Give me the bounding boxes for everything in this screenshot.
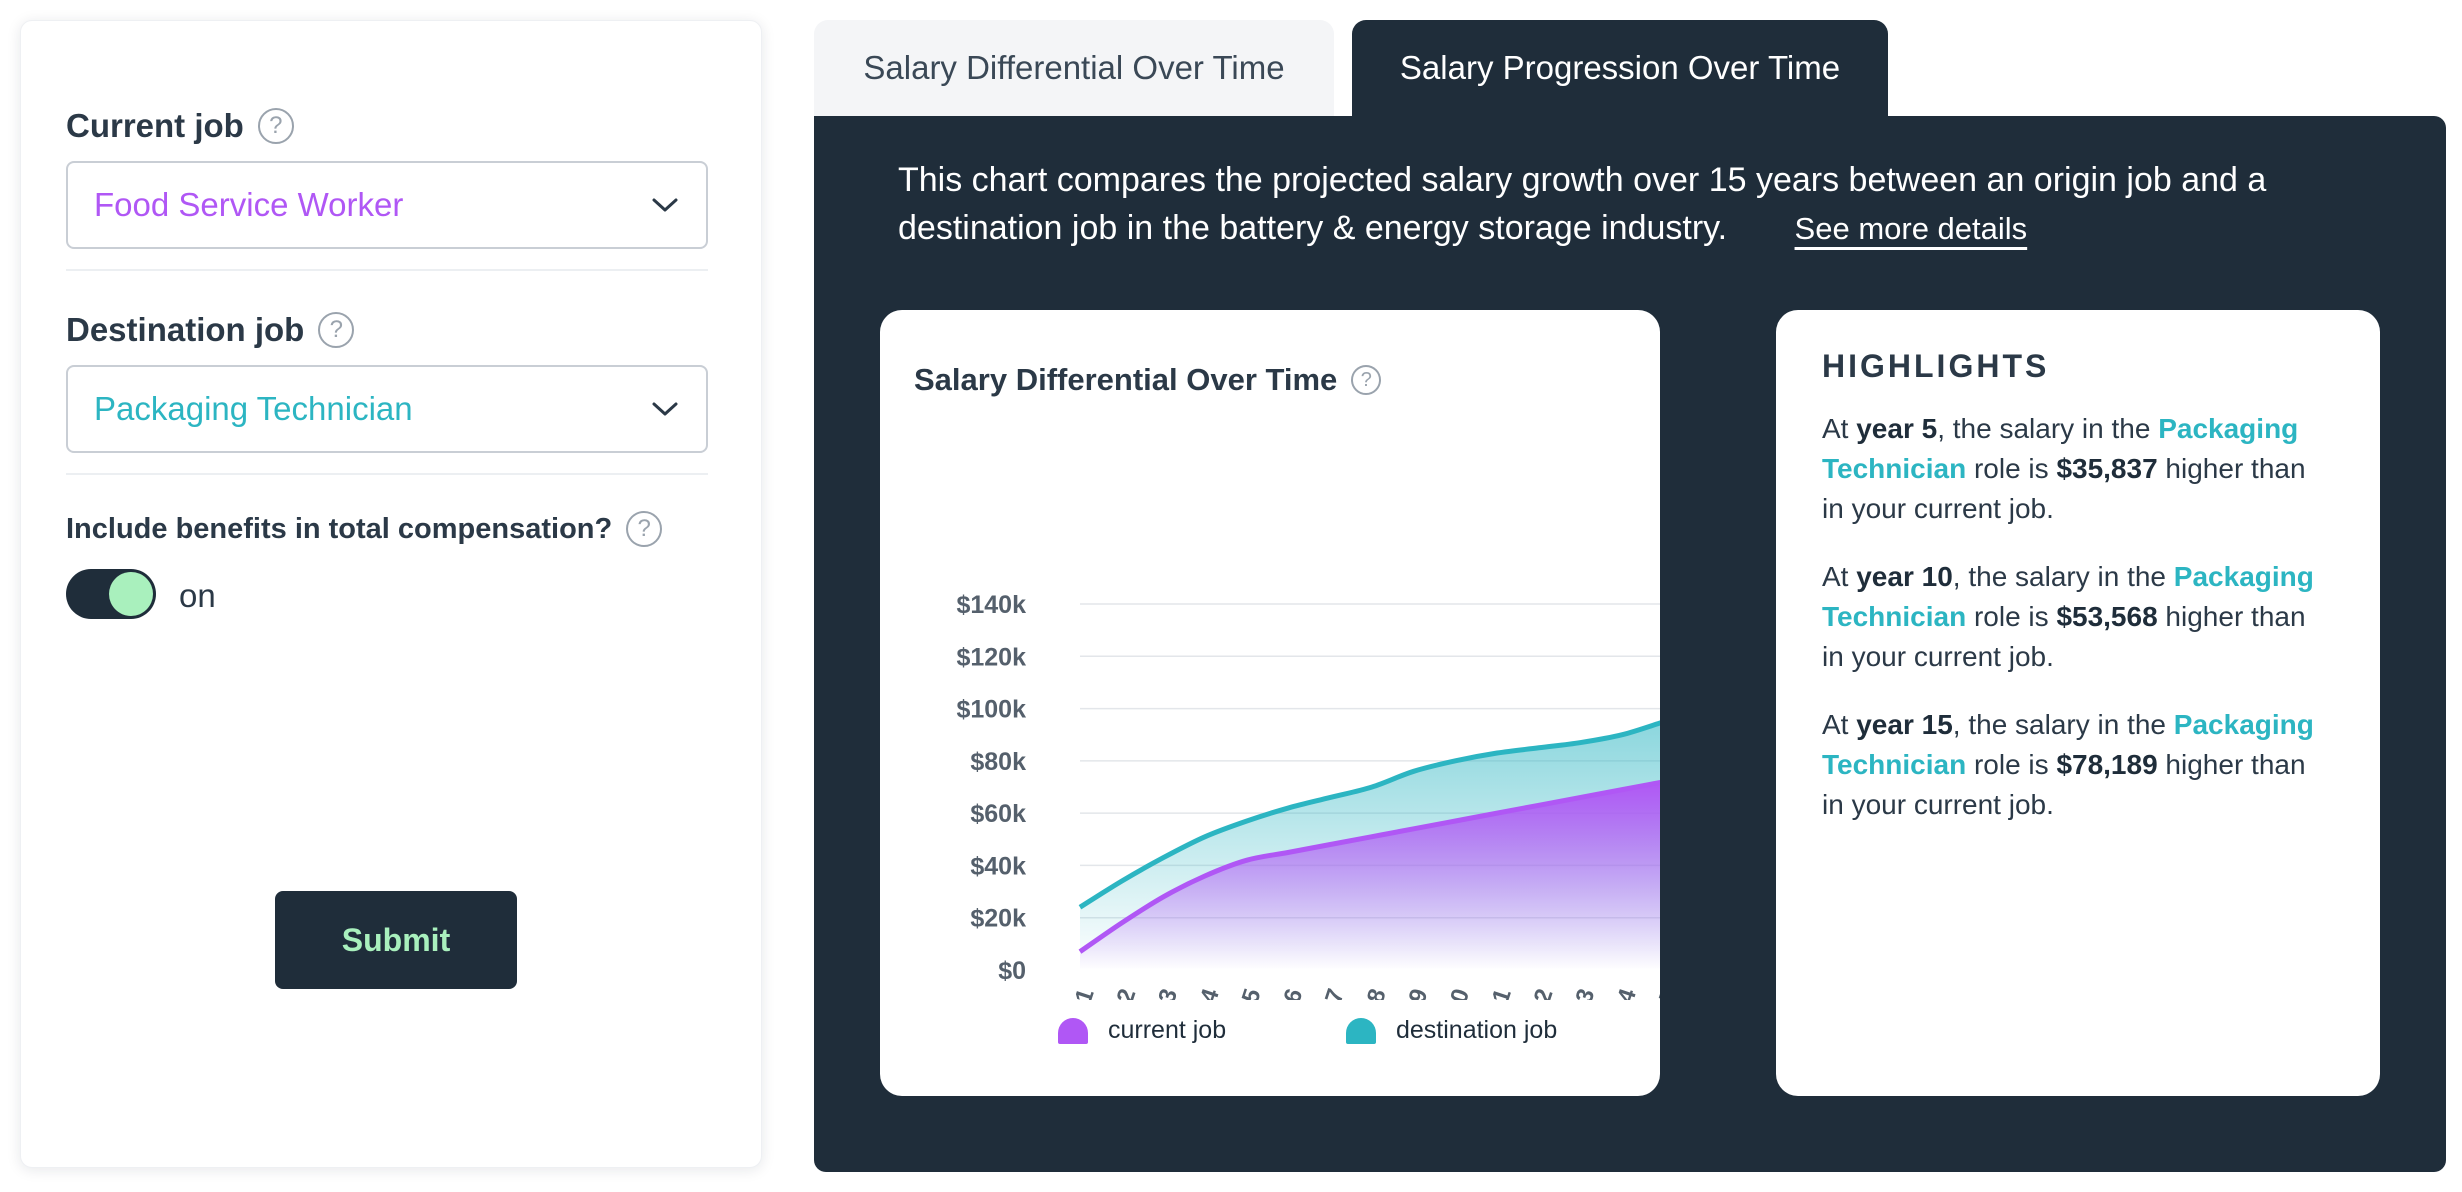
- highlight-text: At: [1822, 413, 1857, 444]
- highlight-year: year 15: [1856, 709, 1953, 740]
- legend-swatch: [1058, 1017, 1088, 1044]
- x-tick-label: Year 1: [1052, 986, 1100, 1000]
- highlight-text: higher than in your current job.: [1822, 601, 2306, 672]
- highlight-year: year 10: [1856, 561, 1953, 592]
- help-icon[interactable]: ?: [318, 312, 355, 348]
- destination-job-label-row: Destination job ?: [66, 311, 355, 349]
- current-job-label: Current job: [66, 107, 244, 144]
- highlight-text: At: [1822, 709, 1857, 740]
- legend-item-destination-job: destination job: [1346, 1016, 1557, 1045]
- highlight-text: higher than in your current job.: [1822, 749, 2306, 820]
- x-tick-label: Year 2: [1094, 986, 1142, 1000]
- see-more-link[interactable]: See more details: [1794, 211, 2028, 246]
- x-tick-label: Year 3: [1136, 986, 1184, 1000]
- current-job-label-row: Current job ?: [66, 107, 294, 145]
- x-tick-label: Year 6: [1261, 986, 1309, 1000]
- highlight-text: higher than in your current job.: [1822, 453, 2306, 524]
- highlight-role: Packaging Technician: [1822, 413, 2299, 484]
- x-tick-label: Year 8: [1344, 986, 1392, 1000]
- y-tick-label: $0: [998, 957, 1026, 985]
- chart-title: Salary Differential Over Time: [914, 362, 1338, 397]
- chart-title-row: Salary Differential Over Time ?: [914, 362, 1382, 398]
- chart-description: This chart compares the projected salary…: [898, 156, 2338, 253]
- highlight-item: At year 15, the salary in the Packaging …: [1822, 705, 2334, 825]
- destination-job-value: Packaging Technician: [94, 390, 413, 427]
- highlight-item: At year 10, the salary in the Packaging …: [1822, 557, 2334, 677]
- y-tick-label: $120k: [956, 643, 1026, 671]
- legend-label: destination job: [1396, 1016, 1558, 1044]
- chevron-down-icon: [652, 402, 678, 416]
- current-job-value: Food Service Worker: [94, 186, 404, 223]
- highlight-role: Packaging Technician: [1822, 561, 2314, 632]
- y-tick-label: $60k: [970, 800, 1026, 828]
- highlight-text: role is: [1966, 749, 2057, 780]
- highlight-text: At: [1822, 561, 1857, 592]
- toggle-state-label: on: [179, 577, 216, 614]
- x-tick-label: Year 5: [1219, 986, 1267, 1000]
- x-tick-label: Year 4: [1177, 985, 1225, 1000]
- highlights-card: HIGHLIGHTS At year 5, the salary in the …: [1776, 310, 2380, 1096]
- chart-card: Salary Differential Over Time ? $0 $20k $4…: [880, 310, 1660, 1096]
- destination-job-label: Destination job: [66, 311, 305, 348]
- salary-area-chart: $0$20k$40k$60k$80k$100k$120k$140kYear 1Y…: [956, 591, 1660, 1000]
- current-job-area: [1080, 782, 1660, 970]
- current-job-line: [1078, 779, 1660, 954]
- highlight-text: , the salary in the: [1952, 709, 2174, 740]
- chart-panel: This chart compares the projected salary…: [814, 116, 2446, 1172]
- highlights-title: HIGHLIGHTS: [1822, 348, 2050, 384]
- benefits-toggle[interactable]: [66, 569, 156, 619]
- highlight-text: role is: [1966, 453, 2057, 484]
- highlight-amount: $35,837: [2056, 453, 2158, 484]
- job-form-panel: Current job ? Food Service Worker Destin…: [20, 20, 762, 1168]
- x-tick-label: Year 7: [1302, 986, 1350, 1000]
- description-text: This chart compares the projected salary…: [898, 161, 2267, 247]
- help-icon[interactable]: ?: [626, 511, 663, 547]
- y-tick-label: $40k: [970, 852, 1026, 880]
- highlight-text: , the salary in the: [1952, 561, 2174, 592]
- legend-label: current job: [1108, 1016, 1227, 1044]
- toggle-knob: [109, 572, 153, 616]
- tab-salary-differential[interactable]: Salary Differential Over Time: [814, 20, 1334, 116]
- divider: [66, 473, 708, 475]
- divider: [66, 269, 708, 271]
- benefits-label-row: Include benefits in total compensation? …: [66, 511, 663, 547]
- submit-button[interactable]: Submit: [275, 891, 517, 989]
- benefits-label: Include benefits in total compensation?: [66, 512, 613, 545]
- y-tick-label: $100k: [956, 696, 1026, 724]
- legend-item-current-job: current job: [1058, 1016, 1226, 1045]
- x-tick-label: Year 9: [1386, 986, 1434, 1000]
- y-tick-label: $80k: [970, 748, 1026, 776]
- current-job-select[interactable]: Food Service Worker: [66, 161, 708, 249]
- highlight-role: Packaging Technician: [1822, 709, 2314, 780]
- destination-job-select[interactable]: Packaging Technician: [66, 365, 708, 453]
- tab-salary-progression[interactable]: Salary Progression Over Time: [1352, 20, 1888, 116]
- highlight-text: , the salary in the: [1937, 413, 2159, 444]
- help-icon[interactable]: ?: [1351, 365, 1382, 395]
- y-tick-label: $20k: [970, 905, 1026, 933]
- highlight-text: role is: [1966, 601, 2057, 632]
- help-icon[interactable]: ?: [257, 108, 294, 144]
- legend-swatch: [1346, 1017, 1376, 1044]
- highlight-amount: $53,568: [2056, 601, 2158, 632]
- highlight-item: At year 5, the salary in the Packaging T…: [1822, 409, 2334, 529]
- highlight-amount: $78,189: [2056, 749, 2158, 780]
- chevron-down-icon: [652, 198, 678, 212]
- highlight-year: year 5: [1856, 413, 1938, 444]
- destination-job-line: [1078, 720, 1660, 910]
- y-tick-label: $140k: [956, 591, 1026, 619]
